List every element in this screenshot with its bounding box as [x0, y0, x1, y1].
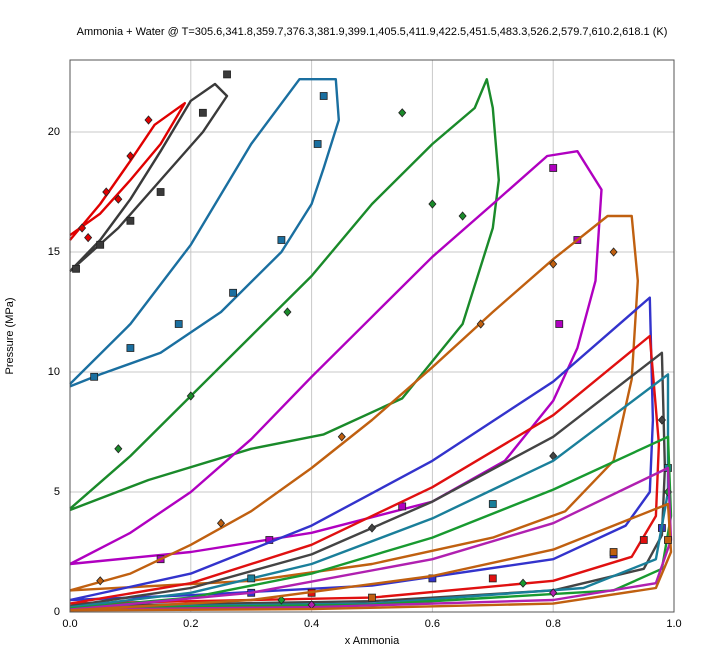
square-marker — [488, 574, 497, 583]
curve — [69, 102, 186, 241]
curve — [69, 502, 673, 612]
square-marker — [319, 92, 328, 100]
curve — [69, 373, 670, 609]
diamond-marker — [657, 415, 666, 425]
curve — [69, 78, 340, 388]
square-marker — [247, 574, 256, 583]
curve — [69, 82, 229, 273]
diamond-marker — [277, 595, 286, 605]
square-marker — [488, 500, 497, 508]
square-marker — [198, 108, 207, 117]
square-marker — [664, 536, 672, 544]
y-tick-label: 5 — [54, 486, 60, 498]
diamond-marker — [126, 151, 135, 161]
curve — [69, 78, 500, 512]
square-marker — [609, 548, 618, 556]
diamond-marker — [96, 576, 105, 586]
square-marker — [126, 344, 135, 352]
y-axis-label: Pressure (MPa) — [4, 297, 16, 374]
square-marker — [174, 320, 183, 328]
x-tick-label: 0.4 — [304, 618, 319, 630]
square-marker — [277, 236, 286, 244]
curve — [69, 296, 655, 602]
x-tick-label: 0.6 — [425, 618, 440, 630]
diamond-marker — [84, 232, 93, 243]
diamond-marker — [283, 307, 292, 317]
diamond-marker — [549, 588, 558, 598]
square-marker — [96, 240, 105, 249]
diamond-marker — [216, 518, 226, 528]
x-tick-label: 1.0 — [666, 618, 681, 630]
y-tick-label: 15 — [48, 246, 60, 258]
diamond-marker — [102, 187, 111, 197]
diamond-marker — [144, 115, 153, 125]
y-tick-label: 10 — [48, 366, 60, 378]
x-tick-label: 0.0 — [62, 618, 77, 630]
square-marker — [90, 372, 99, 381]
diamond-marker — [114, 444, 123, 454]
diamond-marker — [367, 523, 377, 533]
x-axis-label: x Ammonia — [345, 635, 400, 647]
curve — [69, 334, 661, 605]
curve — [69, 435, 673, 610]
diamond-marker — [186, 391, 195, 401]
diamond-marker — [78, 223, 87, 233]
diamond-marker — [518, 578, 528, 588]
plot-area — [69, 70, 673, 612]
chart-title: Ammonia + Water @ T=305.6,341.8,359.7,37… — [77, 26, 668, 38]
diamond-marker — [458, 211, 467, 221]
diamond-marker — [609, 247, 618, 257]
square-marker — [555, 320, 564, 328]
square-marker — [549, 164, 558, 172]
diamond-marker — [337, 432, 346, 442]
square-marker — [126, 216, 135, 225]
curve — [69, 214, 639, 592]
x-tick-label: 0.2 — [183, 618, 198, 630]
diamond-marker — [476, 319, 485, 329]
diamond-marker — [114, 194, 123, 204]
plot-frame — [69, 59, 675, 613]
square-marker — [223, 70, 231, 79]
x-tick-label: 0.8 — [546, 618, 561, 630]
square-marker — [229, 288, 237, 297]
diamond-marker — [428, 199, 437, 209]
y-tick-label: 20 — [48, 126, 60, 138]
square-marker — [156, 188, 165, 196]
diamond-marker — [549, 259, 558, 269]
square-marker — [72, 264, 80, 273]
square-marker — [368, 593, 376, 602]
diamond-marker — [398, 108, 407, 118]
square-marker — [639, 536, 648, 544]
curve — [69, 466, 673, 611]
square-marker — [313, 140, 322, 148]
y-tick-label: 0 — [54, 606, 60, 618]
